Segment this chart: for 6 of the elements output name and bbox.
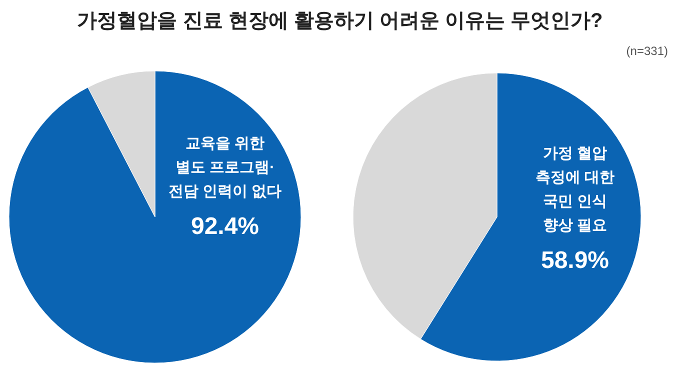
data-label: 58.9%: [540, 247, 610, 274]
data-label: 92.4%: [190, 213, 260, 240]
chart-title: 가정혈압을 진료 현장에 활용하기 어려운 이유는 무엇인가?: [77, 10, 603, 32]
slice-label: 교육을 위한 별도 프로그램· 전담 인력이 없다: [168, 135, 282, 200]
text: (n=331): [626, 44, 668, 58]
slice-label: 가정 혈압 측정에 대한 국민 인식 향상 필요: [535, 145, 615, 234]
